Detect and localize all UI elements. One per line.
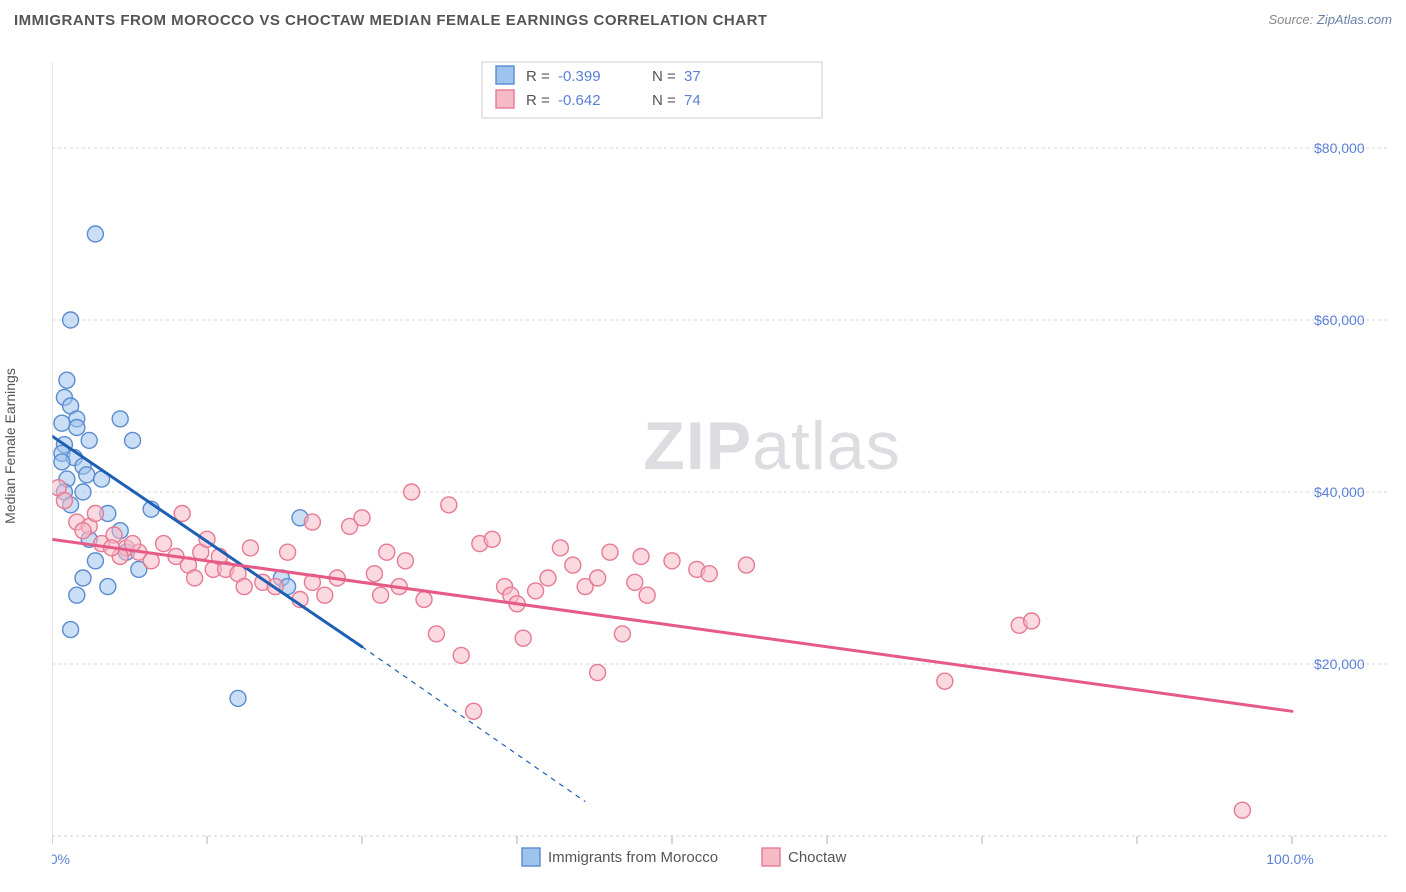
chart-container: IMMIGRANTS FROM MOROCCO VS CHOCTAW MEDIA… (0, 0, 1406, 892)
legend-swatch-morocco (496, 66, 514, 84)
y-tick-label: $40,000 (1314, 484, 1365, 500)
data-point-choctaw (484, 531, 500, 547)
y-tick-labels: $20,000 $40,000 $60,000 $80,000 (1314, 140, 1365, 672)
data-point-choctaw (639, 587, 655, 603)
legend-r-value: -0.642 (558, 92, 601, 109)
x-tick-label: 100.0% (1266, 851, 1313, 867)
data-point-choctaw (515, 630, 531, 646)
legend-r-value: -0.399 (558, 68, 601, 85)
data-point-choctaw (540, 570, 556, 586)
data-point-choctaw (236, 579, 252, 595)
legend-n-label: N = (652, 92, 676, 109)
x-tick-label: 0.0% (52, 851, 70, 867)
data-point-choctaw (379, 544, 395, 560)
data-point-choctaw (664, 553, 680, 569)
data-point-choctaw (428, 626, 444, 642)
data-point-choctaw (565, 557, 581, 573)
data-point-choctaw (466, 703, 482, 719)
data-point-morocco (75, 484, 91, 500)
legend-swatch-choctaw (496, 90, 514, 108)
chart-svg: ZIPatlas $20,000 $40,000 $60,000 $80,000 0.… (52, 56, 1388, 876)
data-point-morocco (81, 432, 97, 448)
legend-n-label: N = (652, 68, 676, 85)
data-point-morocco (75, 570, 91, 586)
data-point-morocco (63, 622, 79, 638)
plot-area: ZIPatlas $20,000$40,000$60,000$80,000 0.… (52, 56, 1388, 836)
legend-r-label: R = (526, 68, 550, 85)
data-point-morocco (87, 553, 103, 569)
watermark-atlas: atlas (752, 408, 901, 484)
data-point-morocco (54, 454, 70, 470)
data-point-morocco (54, 415, 70, 431)
series-label-choctaw: Choctaw (788, 849, 847, 866)
data-point-choctaw (404, 484, 420, 500)
watermark: ZIPatlas (643, 408, 900, 484)
data-point-choctaw (87, 506, 103, 522)
series-legend: Immigrants from Morocco Choctaw (522, 848, 847, 866)
data-point-choctaw (75, 523, 91, 539)
y-tick-label: $20,000 (1314, 656, 1365, 672)
data-point-choctaw (614, 626, 630, 642)
data-point-choctaw (416, 592, 432, 608)
watermark-zip: ZIP (643, 408, 752, 484)
data-point-choctaw (354, 510, 370, 526)
data-point-choctaw (56, 493, 72, 509)
data-point-choctaw (528, 583, 544, 599)
data-point-choctaw (366, 566, 382, 582)
data-point-choctaw (590, 570, 606, 586)
data-point-choctaw (397, 553, 413, 569)
data-point-morocco (59, 372, 75, 388)
data-point-morocco (79, 467, 95, 483)
data-point-morocco (69, 587, 85, 603)
legend-n-value: 74 (684, 92, 701, 109)
series-swatch-choctaw (762, 848, 780, 866)
data-point-choctaw (317, 587, 333, 603)
data-point-choctaw (627, 574, 643, 590)
data-point-morocco (125, 432, 141, 448)
data-point-choctaw (633, 549, 649, 565)
source-prefix: Source: (1268, 12, 1316, 27)
trend-line-ext-morocco (362, 647, 585, 802)
data-point-choctaw (738, 557, 754, 573)
source-link[interactable]: ZipAtlas.com (1317, 12, 1392, 27)
data-point-morocco (100, 579, 116, 595)
correlation-legend: R = -0.399 N = 37 R = -0.642 N = 74 (482, 62, 822, 118)
data-point-choctaw (156, 536, 172, 552)
series-swatch-morocco (522, 848, 540, 866)
chart-title: IMMIGRANTS FROM MOROCCO VS CHOCTAW MEDIA… (14, 12, 768, 29)
data-point-choctaw (590, 665, 606, 681)
data-point-morocco (112, 411, 128, 427)
data-point-choctaw (187, 570, 203, 586)
data-point-choctaw (701, 566, 717, 582)
legend-n-value: 37 (684, 68, 701, 85)
data-point-morocco (230, 690, 246, 706)
data-point-choctaw (453, 647, 469, 663)
data-point-morocco (63, 312, 79, 328)
legend-r-label: R = (526, 92, 550, 109)
data-point-choctaw (1024, 613, 1040, 629)
source-attribution: Source: ZipAtlas.com (1268, 12, 1392, 27)
data-point-choctaw (304, 514, 320, 530)
data-point-choctaw (373, 587, 389, 603)
data-point-choctaw (441, 497, 457, 513)
scatter-points (52, 226, 1250, 818)
data-point-choctaw (602, 544, 618, 560)
data-point-morocco (87, 226, 103, 242)
y-tick-label: $60,000 (1314, 312, 1365, 328)
title-bar: IMMIGRANTS FROM MOROCCO VS CHOCTAW MEDIA… (14, 12, 1392, 36)
data-point-choctaw (937, 673, 953, 689)
data-point-morocco (69, 420, 85, 436)
data-point-choctaw (552, 540, 568, 556)
y-tick-label: $80,000 (1314, 140, 1365, 156)
data-point-choctaw (1234, 802, 1250, 818)
y-axis-label: Median Female Earnings (2, 368, 18, 524)
data-point-choctaw (242, 540, 258, 556)
trend-lines (52, 436, 1292, 801)
data-point-choctaw (280, 544, 296, 560)
series-label-morocco: Immigrants from Morocco (548, 849, 718, 866)
